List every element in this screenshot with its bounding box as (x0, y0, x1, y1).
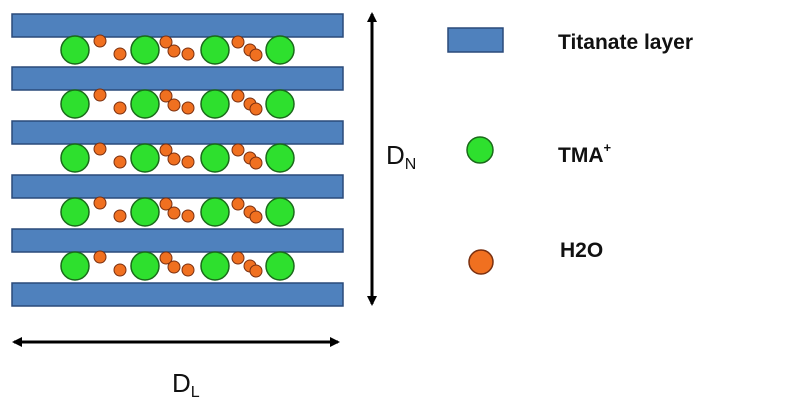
legend-h2o-swatch (469, 250, 493, 274)
tma-ion (266, 144, 294, 172)
tma-ion (201, 198, 229, 226)
dn-symbol: D (386, 140, 405, 170)
water-molecule (168, 261, 180, 273)
dn-subscript: N (405, 156, 417, 173)
tma-ion (61, 144, 89, 172)
water-molecule (250, 49, 262, 61)
titanate-layer (12, 229, 343, 252)
tma-ion (131, 90, 159, 118)
tma-ion (131, 36, 159, 64)
diagram: DN DL Titanate layer TMA+ H2O (0, 0, 794, 398)
water-molecule (250, 157, 262, 169)
water-molecule (232, 252, 244, 264)
water-molecule (94, 143, 106, 155)
water-molecule (250, 103, 262, 115)
titanate-layer (12, 14, 343, 37)
legend-h2o-label: H2O (560, 239, 603, 262)
tma-ion (61, 198, 89, 226)
water-molecule (182, 210, 194, 222)
layer-stack (12, 14, 343, 306)
titanate-layer (12, 121, 343, 144)
water-molecule (94, 35, 106, 47)
tma-ion (266, 90, 294, 118)
water-molecule (168, 99, 180, 111)
dl-symbol: D (172, 368, 191, 398)
water-molecule (168, 45, 180, 57)
legend-tma-label: TMA+ (558, 140, 612, 167)
water-molecule (232, 36, 244, 48)
titanate-layer (12, 175, 343, 198)
water-molecule (94, 251, 106, 263)
water-molecule (250, 211, 262, 223)
legend-layer-swatch (448, 28, 503, 52)
water-molecule (114, 264, 126, 276)
legend-tma-swatch (467, 137, 493, 163)
tma-superscript: + (604, 140, 612, 155)
water-molecule (94, 197, 106, 209)
tma-ion (131, 144, 159, 172)
tma-ion (61, 36, 89, 64)
tma-ion (131, 252, 159, 280)
water-molecule (114, 48, 126, 60)
tma-ion (201, 36, 229, 64)
water-molecule (232, 198, 244, 210)
water-molecule (114, 102, 126, 114)
water-molecule (232, 144, 244, 156)
water-molecule (182, 264, 194, 276)
tma-text: TMA (558, 144, 604, 167)
tma-ion (61, 252, 89, 280)
water-molecule (232, 90, 244, 102)
tma-ion (201, 90, 229, 118)
dl-label: DL (172, 368, 200, 398)
tma-ion (266, 252, 294, 280)
dl-subscript: L (191, 384, 200, 398)
water-molecule (168, 153, 180, 165)
water-molecule (182, 48, 194, 60)
tma-ion (266, 198, 294, 226)
tma-ion (131, 198, 159, 226)
tma-ion (266, 36, 294, 64)
dn-label: DN (386, 140, 416, 173)
water-molecule (182, 102, 194, 114)
water-molecule (114, 156, 126, 168)
titanate-layer (12, 283, 343, 306)
tma-ion (201, 252, 229, 280)
tma-ion (201, 144, 229, 172)
water-molecule (114, 210, 126, 222)
legend-layer-label: Titanate layer (558, 31, 693, 54)
water-molecule (182, 156, 194, 168)
water-molecule (250, 265, 262, 277)
water-molecule (94, 89, 106, 101)
tma-ion (61, 90, 89, 118)
titanate-layer (12, 67, 343, 90)
water-molecule (168, 207, 180, 219)
